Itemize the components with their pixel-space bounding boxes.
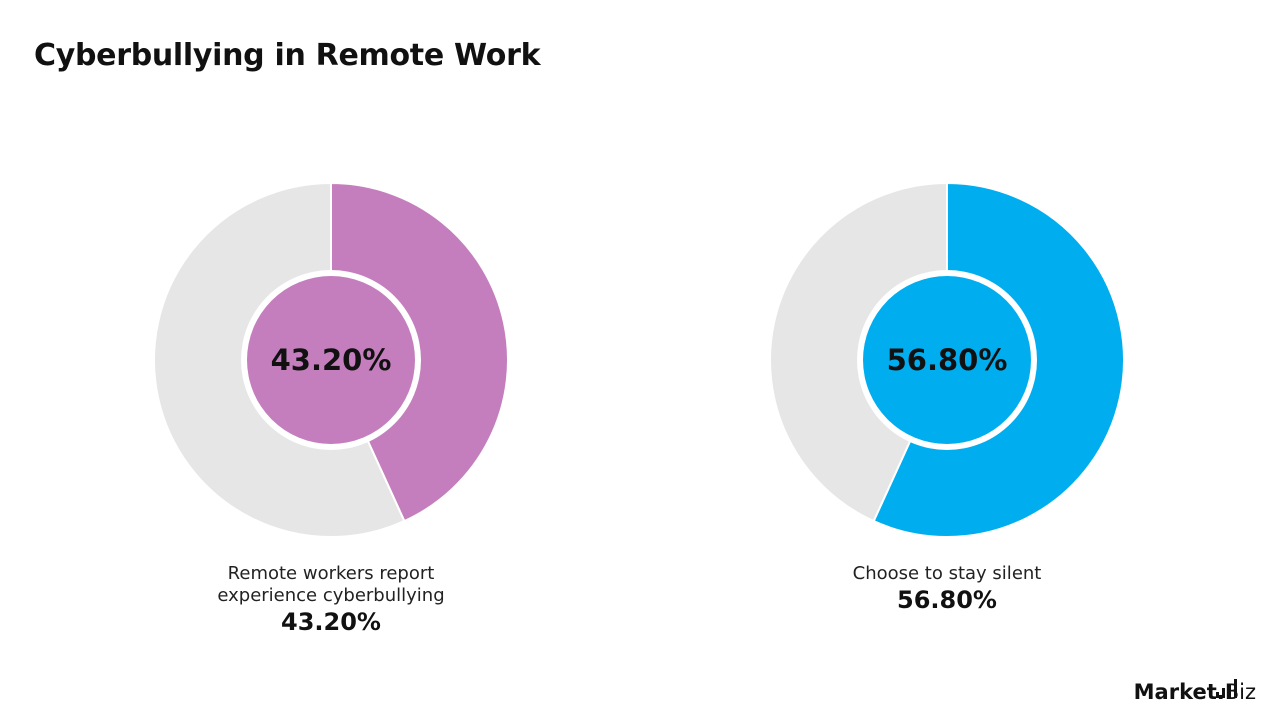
caption-value: 56.80% <box>897 586 997 614</box>
chart-caption-cyberbullying: Remote workers report experience cyberbu… <box>151 563 511 637</box>
chart-caption-stay-silent: Choose to stay silent 56.80% <box>767 563 1127 615</box>
caption-value: 43.20% <box>281 608 381 636</box>
donut-chart-svg: 43.20% <box>153 181 509 538</box>
brand-logo: Market . Biz <box>1134 680 1256 704</box>
donut-chart-stay-silent: 56.80% <box>767 180 1127 540</box>
logo-text-bold: Market <box>1133 680 1217 704</box>
caption-label-line: Choose to stay silent <box>852 563 1042 584</box>
donut-center-value: 56.80% <box>887 343 1008 377</box>
caption-label-line: experience cyberbullying <box>217 585 445 606</box>
caption-label-line: Remote workers report <box>227 563 435 584</box>
donut-chart-cyberbullying: 43.20% <box>151 180 511 540</box>
donut-chart-svg: 56.80% <box>769 181 1125 538</box>
donut-center-value: 43.20% <box>271 343 392 377</box>
logo-text-dot: . <box>1216 680 1225 704</box>
donut-center-disc <box>863 276 1031 444</box>
donut-center-disc <box>247 276 415 444</box>
logo-text-light: Biz <box>1224 680 1256 704</box>
bar-chart-icon <box>1216 679 1237 698</box>
page-title: Cyberbullying in Remote Work <box>34 38 541 73</box>
